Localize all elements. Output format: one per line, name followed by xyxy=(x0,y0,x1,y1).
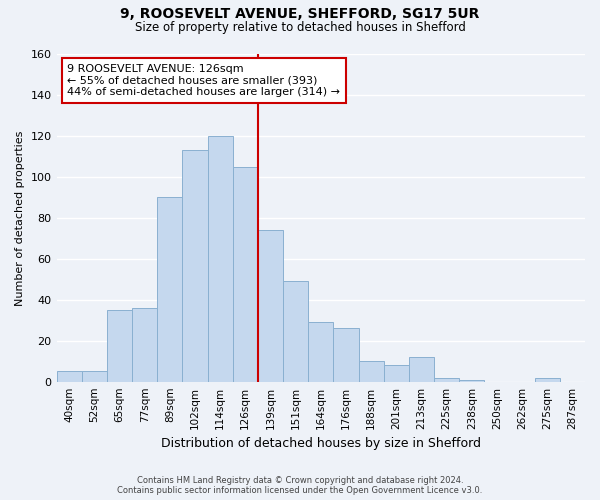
Bar xyxy=(283,282,308,382)
Bar xyxy=(535,378,560,382)
Bar xyxy=(107,310,132,382)
Bar xyxy=(233,166,258,382)
Bar xyxy=(132,308,157,382)
Text: Contains HM Land Registry data © Crown copyright and database right 2024.
Contai: Contains HM Land Registry data © Crown c… xyxy=(118,476,482,495)
Bar xyxy=(459,380,484,382)
Bar xyxy=(409,357,434,382)
Text: 9 ROOSEVELT AVENUE: 126sqm
← 55% of detached houses are smaller (393)
44% of sem: 9 ROOSEVELT AVENUE: 126sqm ← 55% of deta… xyxy=(67,64,340,97)
Bar xyxy=(334,328,359,382)
Bar xyxy=(359,361,383,382)
Bar xyxy=(56,372,82,382)
Bar xyxy=(308,322,334,382)
X-axis label: Distribution of detached houses by size in Shefford: Distribution of detached houses by size … xyxy=(161,437,481,450)
Bar xyxy=(383,366,409,382)
Y-axis label: Number of detached properties: Number of detached properties xyxy=(15,130,25,306)
Bar xyxy=(258,230,283,382)
Text: 9, ROOSEVELT AVENUE, SHEFFORD, SG17 5UR: 9, ROOSEVELT AVENUE, SHEFFORD, SG17 5UR xyxy=(121,8,479,22)
Bar xyxy=(157,198,182,382)
Bar xyxy=(434,378,459,382)
Bar xyxy=(82,372,107,382)
Text: Size of property relative to detached houses in Shefford: Size of property relative to detached ho… xyxy=(134,21,466,34)
Bar xyxy=(182,150,208,382)
Bar xyxy=(208,136,233,382)
